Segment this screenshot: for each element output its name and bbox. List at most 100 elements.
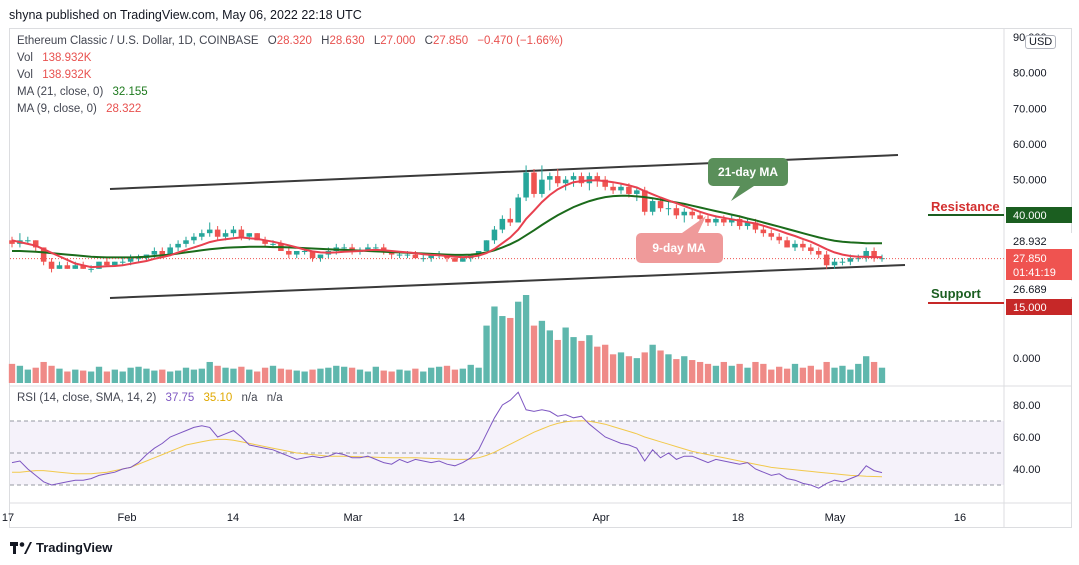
candle — [104, 258, 110, 266]
volume-bar — [151, 370, 158, 383]
candle-body — [9, 240, 15, 244]
candle-body — [784, 240, 790, 248]
volume-bar — [364, 371, 372, 383]
candle — [278, 240, 284, 251]
volume-bar — [594, 346, 601, 383]
candle-body — [56, 265, 63, 269]
volume-bar — [285, 369, 292, 383]
low-price-label-bg — [1006, 281, 1072, 297]
tradingview-logo[interactable]: TradingView — [10, 540, 112, 555]
candle — [56, 261, 63, 269]
volume-bar — [87, 371, 95, 383]
volume-legend-2: Vol 138.932K — [17, 69, 91, 81]
volume-bar — [230, 368, 237, 383]
time-tick-label: 14 — [453, 512, 465, 524]
volume-bar — [325, 367, 332, 383]
candle-body — [32, 240, 39, 248]
candle — [673, 204, 680, 219]
volume-bar — [499, 316, 506, 383]
volume-bar — [673, 359, 680, 383]
volume-bar — [356, 369, 364, 383]
ma21-callout-box — [708, 158, 788, 186]
volume-bar — [538, 320, 546, 383]
candle-body — [618, 186, 624, 191]
volume-bar — [617, 352, 625, 383]
candle-body — [293, 251, 300, 255]
candle — [792, 240, 798, 251]
volume-bar — [167, 371, 174, 383]
candle-body — [863, 251, 869, 259]
vol-label[interactable]: Vol — [17, 52, 33, 64]
ma21-label[interactable]: MA (21, close, 0) — [17, 86, 104, 98]
candle — [183, 236, 189, 248]
ma9-value: 28.322 — [106, 103, 142, 115]
candle-body — [112, 261, 118, 266]
volume-bar — [649, 344, 656, 383]
candle-body — [246, 233, 253, 237]
volume-bar — [293, 370, 300, 383]
candle — [175, 240, 181, 251]
candle-body — [404, 254, 411, 256]
volume-bar — [32, 367, 39, 383]
candle-body — [159, 251, 166, 255]
candle — [610, 183, 616, 194]
volume-bar — [127, 367, 134, 383]
volume-bar — [254, 371, 261, 383]
rsi-na-1: n/a — [241, 392, 258, 404]
candle — [286, 247, 292, 259]
candle-body — [855, 258, 862, 260]
volume-bar — [214, 365, 221, 383]
candle — [689, 208, 695, 219]
candle-body — [657, 201, 664, 209]
ma9-label[interactable]: MA (9, close, 0) — [17, 103, 97, 115]
candle-body — [412, 254, 419, 259]
volume-bar — [578, 340, 585, 383]
rsi-line — [11, 391, 883, 489]
candle — [562, 176, 569, 191]
volume-bar — [301, 371, 308, 383]
candle-body — [641, 190, 648, 212]
candle-body — [191, 236, 197, 241]
volume-bar — [443, 365, 451, 383]
ma21-value: 32.155 — [112, 86, 148, 98]
candle-body — [649, 201, 656, 212]
candle — [705, 215, 711, 227]
volume-bar — [420, 371, 427, 383]
candle-body — [539, 179, 545, 194]
vol-value: 138.932K — [42, 52, 92, 64]
currency-button[interactable]: USD — [1025, 35, 1057, 49]
vol-label-2[interactable]: Vol — [17, 69, 33, 81]
candle-body — [879, 258, 885, 260]
price-tick-label: 80.000 — [1013, 68, 1047, 80]
candle — [499, 215, 506, 234]
volume-bar — [372, 366, 379, 383]
volume-bar — [80, 370, 87, 383]
volume-bar — [24, 369, 31, 383]
candle-body — [309, 251, 316, 259]
volume-bar — [396, 369, 403, 383]
candle-body — [594, 176, 601, 180]
volume-bar — [744, 367, 751, 383]
volume-bar — [507, 317, 514, 383]
price-tick-label: 50.000 — [1013, 175, 1047, 187]
candle — [17, 233, 23, 248]
candle — [483, 240, 490, 251]
candle — [230, 226, 237, 237]
candle-body — [460, 258, 466, 262]
volume-bar — [238, 366, 245, 383]
time-tick-label: 18 — [732, 512, 744, 524]
candle-body — [80, 265, 86, 269]
rsi-label[interactable]: RSI (14, close, SMA, 14, 2) — [17, 392, 157, 404]
volume-bar — [388, 371, 395, 383]
lower-trendline — [109, 264, 906, 299]
candle — [554, 168, 561, 187]
candle-body — [610, 186, 616, 191]
high-price-label: 28.932 — [1013, 236, 1047, 248]
volume-bar — [799, 367, 807, 383]
high-price-label-bg — [1006, 233, 1072, 249]
candle — [64, 261, 71, 269]
symbol-name[interactable]: Ethereum Classic / U.S. Dollar, 1D, COIN… — [17, 35, 259, 47]
volume-bar — [522, 295, 530, 383]
candle — [309, 251, 316, 262]
